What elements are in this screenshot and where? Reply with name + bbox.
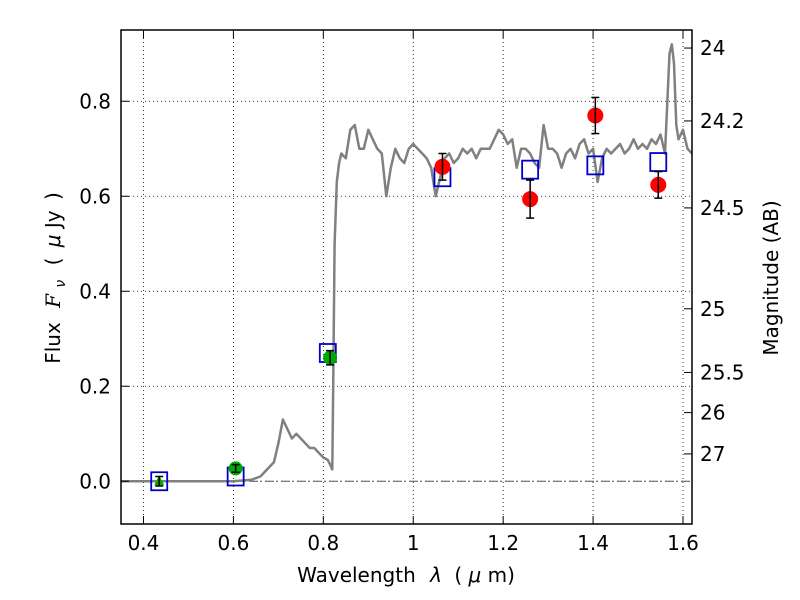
x-axis-label: Wavelength λ ( μ m) xyxy=(297,563,515,587)
grid-lines xyxy=(121,30,692,524)
x-label-unit: m) xyxy=(488,563,515,587)
x-tick-label: 0.8 xyxy=(307,531,339,555)
x-label-mu: μ xyxy=(468,563,482,587)
model-spectrum-line xyxy=(121,43,693,483)
y-tick-label: 0.2 xyxy=(79,374,111,398)
y-tick-label: 0.0 xyxy=(79,469,111,493)
y-label-unit: Jy xyxy=(41,210,65,230)
model-square-marker xyxy=(150,471,169,492)
mag-tick-label: 24.2 xyxy=(700,109,745,133)
marker-layer xyxy=(150,96,668,492)
tick-layer: 0.4 0.6 0.8 1 1.2 1.4 1.6 0.0 0.2 0.4 0.6 0.8 24 24.2… xyxy=(79,30,745,555)
y-label-mu: μ xyxy=(41,234,65,248)
mag-tick-label: 25 xyxy=(700,297,725,321)
y2-axis-label: Magnitude (AB) xyxy=(759,200,783,355)
y-label-nu: ν xyxy=(53,280,69,288)
y-label-open: ( xyxy=(41,258,65,266)
x-tick-label: 1 xyxy=(407,531,420,555)
y-tick-label: 0.4 xyxy=(79,279,111,303)
y-tick-label: 0.6 xyxy=(79,184,111,208)
y-label-word: Flux xyxy=(41,322,65,364)
plot-frame xyxy=(120,29,693,525)
x-tick-label: 1.6 xyxy=(667,531,699,555)
spectrum-layer xyxy=(121,43,693,483)
mag-tick-label: 25.5 xyxy=(700,360,745,384)
x-label-lambda: λ xyxy=(429,563,442,587)
model-square-marker xyxy=(586,155,605,176)
model-square-marker xyxy=(521,159,540,180)
mag-tick-label: 27 xyxy=(700,442,725,466)
mag-tick-label: 24.5 xyxy=(700,196,745,220)
y-label-close: ) xyxy=(41,192,65,200)
x-label-open: ( xyxy=(454,563,462,587)
mag-tick-label: 26 xyxy=(700,401,725,425)
x-tick-label: 0.6 xyxy=(217,531,249,555)
y-label-f: F xyxy=(41,293,65,309)
y-axis-label: Flux F ν ( μ Jy ) xyxy=(41,192,70,364)
mag-tick-label: 24 xyxy=(700,36,725,60)
y-tick-label: 0.8 xyxy=(79,89,111,113)
x-label-word: Wavelength xyxy=(297,563,416,587)
x-tick-label: 1.4 xyxy=(577,531,609,555)
x-tick-label: 1.2 xyxy=(487,531,519,555)
x-tick-label: 0.4 xyxy=(128,531,160,555)
model-square-marker xyxy=(649,152,668,172)
